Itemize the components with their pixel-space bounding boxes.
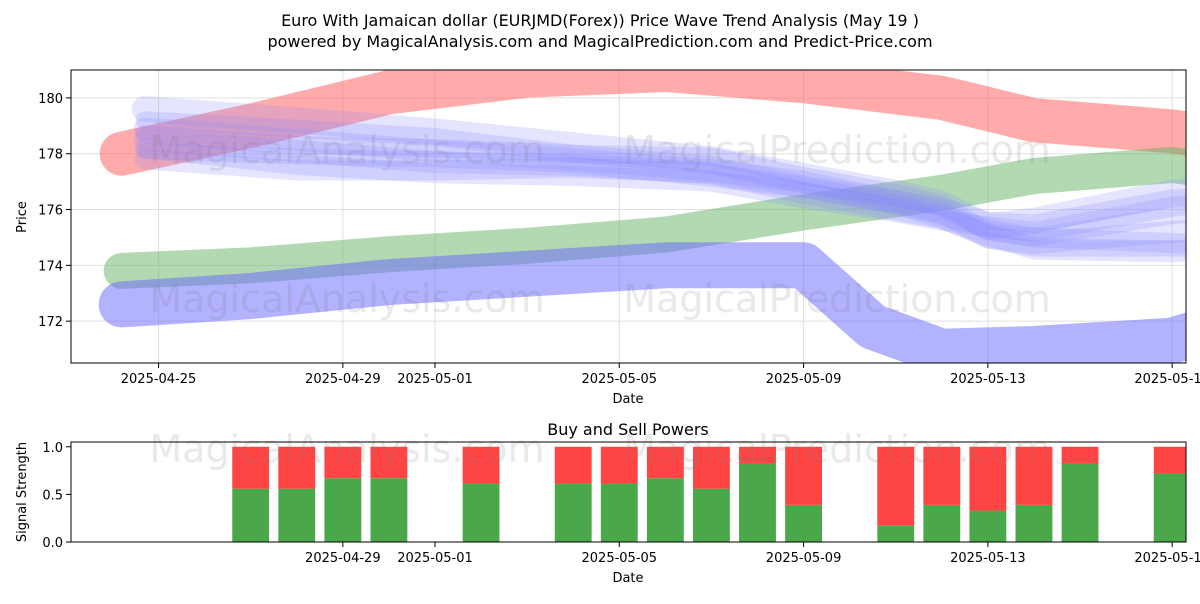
price-x-tick-label: 2025-05-17 — [1134, 372, 1200, 387]
sell-bar — [1154, 447, 1191, 474]
buy-bar — [278, 489, 315, 542]
buy-bar — [739, 463, 776, 542]
watermark-prediction-mid: MagicalPrediction.com — [623, 277, 1051, 321]
buy-bar — [232, 489, 269, 542]
buy-sell-x-tick-label: 2025-05-09 — [766, 551, 842, 566]
watermark-prediction-top: MagicalPrediction.com — [623, 128, 1051, 172]
price-x-tick-label: 2025-05-13 — [950, 372, 1026, 387]
chart-canvas: Euro With Jamaican dollar (EURJMD(Forex)… — [0, 0, 1200, 600]
watermark-analysis-mid: MagicalAnalysis.com — [149, 277, 544, 321]
buy-sell-y-tick-label: 1.0 — [42, 441, 63, 456]
price-y-tick-label: 172 — [38, 315, 63, 330]
buy-bar — [969, 511, 1006, 542]
price-wave-chart: MagicalAnalysis.com MagicalPrediction.co… — [15, 70, 1200, 407]
price-x-tick-label: 2025-05-01 — [397, 372, 473, 387]
buy-bar — [647, 478, 684, 542]
price-x-tick-label: 2025-05-05 — [582, 372, 658, 387]
price-y-tick-label: 176 — [38, 204, 63, 219]
buy-sell-x-tick-label: 2025-04-29 — [305, 551, 381, 566]
buy-bar — [370, 478, 407, 542]
chart-figure: Euro With Jamaican dollar (EURJMD(Forex)… — [0, 0, 1200, 600]
sell-bar — [1062, 447, 1099, 463]
buy-bar — [555, 484, 592, 542]
price-x-tick-label: 2025-04-29 — [305, 372, 381, 387]
buy-sell-x-axis-label: Date — [612, 571, 643, 586]
price-y-tick-label: 178 — [38, 148, 63, 163]
buy-sell-chart: Buy and Sell Powers MagicalAnalysis.com … — [15, 420, 1200, 586]
buy-sell-x-tick-label: 2025-05-13 — [950, 551, 1026, 566]
buy-sell-x-tick-label: 2025-05-17 — [1134, 551, 1200, 566]
price-x-axis-label: Date — [612, 392, 643, 407]
buy-bar — [324, 478, 361, 542]
price-y-tick-label: 180 — [38, 92, 63, 107]
buy-bar — [693, 489, 730, 542]
buy-bar — [785, 505, 822, 542]
buy-sell-y-tick-label: 0.5 — [42, 488, 63, 503]
watermark-analysis-bottom: MagicalAnalysis.com — [149, 427, 544, 471]
buy-bar — [1016, 505, 1053, 542]
buy-bar — [601, 484, 638, 542]
price-x-tick-label: 2025-04-25 — [121, 372, 197, 387]
chart-subtitle: powered by MagicalAnalysis.com and Magic… — [267, 32, 932, 51]
chart-title: Euro With Jamaican dollar (EURJMD(Forex)… — [281, 11, 919, 30]
watermark-analysis-top: MagicalAnalysis.com — [149, 128, 544, 172]
buy-sell-y-tick-label: 0.0 — [42, 536, 63, 551]
watermark-prediction-bottom: MagicalPrediction.com — [623, 427, 1051, 471]
buy-sell-x-tick-label: 2025-05-01 — [397, 551, 473, 566]
price-y-tick-label: 174 — [38, 259, 63, 274]
buy-sell-y-axis-label: Signal Strength — [15, 442, 30, 542]
buy-bar — [1062, 463, 1099, 542]
buy-bar — [1154, 473, 1191, 542]
buy-bar — [463, 484, 500, 542]
price-x-tick-label: 2025-05-09 — [766, 372, 842, 387]
buy-bar — [923, 505, 960, 542]
price-y-axis-label: Price — [15, 201, 30, 233]
buy-bar — [877, 526, 914, 542]
buy-sell-x-tick-label: 2025-05-05 — [582, 551, 658, 566]
sell-bar — [555, 447, 592, 484]
